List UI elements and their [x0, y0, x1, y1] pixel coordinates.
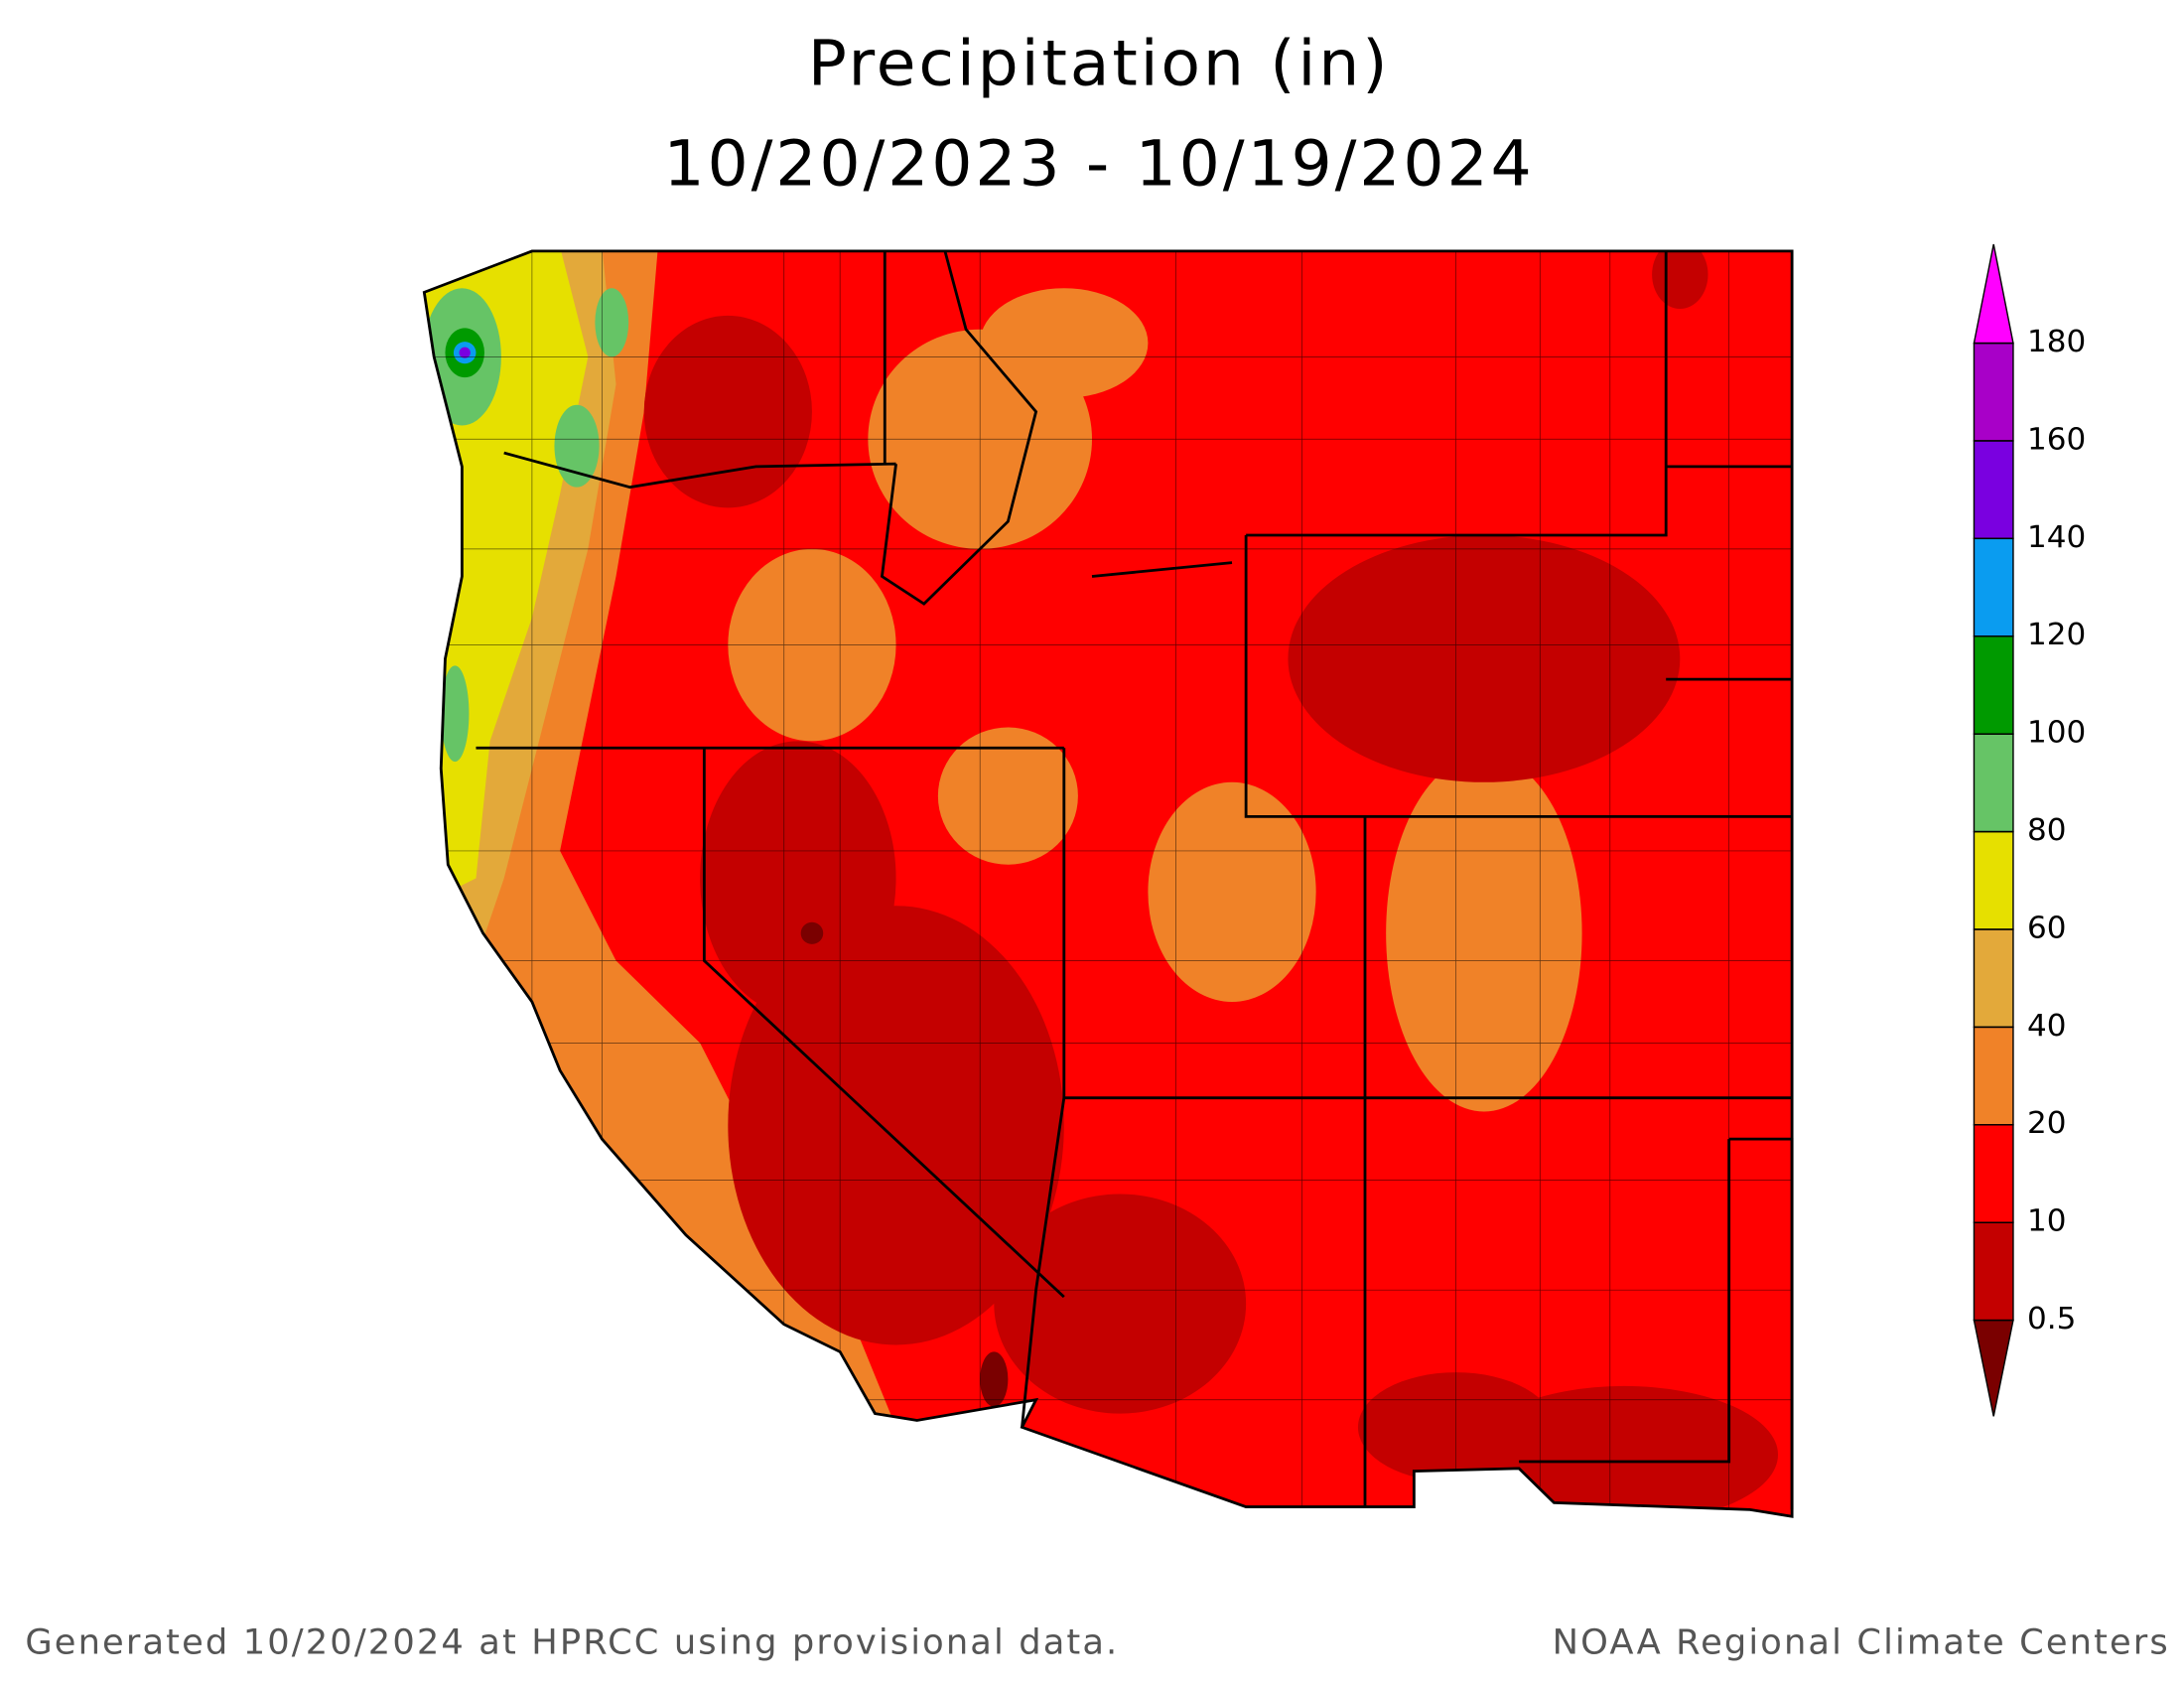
colorbar-label: 80	[2027, 812, 2066, 848]
colorbar-label: 10	[2027, 1203, 2066, 1239]
colorbar: 0.5 10 20 40 60 80 100 120 140 160 180	[1973, 243, 2086, 1417]
colorbar-label: 60	[2027, 911, 2066, 946]
footer-left: Generated 10/20/2024 at HPRCC using prov…	[25, 1623, 1119, 1663]
colorbar-bin	[1973, 342, 2014, 442]
colorbar-bin	[1973, 440, 2014, 540]
colorbar-bin	[1973, 635, 2014, 735]
colorbar-bin	[1973, 928, 2014, 1029]
colorbar-label: 0.5	[2027, 1301, 2076, 1336]
colorbar-arrow-low	[1973, 1319, 2014, 1417]
map	[422, 249, 1794, 1518]
footer-right: NOAA Regional Climate Centers	[1553, 1623, 2170, 1663]
colorbar-label: 20	[2027, 1105, 2066, 1141]
colorbar-bin	[1973, 733, 2014, 833]
colorbar-label: 100	[2027, 715, 2086, 751]
colorbar-label: 140	[2027, 519, 2086, 555]
colorbar-bin	[1973, 1221, 2014, 1322]
precip-field	[424, 250, 1793, 1517]
colorbar-label: 120	[2027, 617, 2086, 652]
county-lines	[424, 250, 1793, 1517]
state-lines	[422, 249, 1794, 1518]
map-title: Precipitation (in)	[808, 27, 1391, 100]
colorbar-bin	[1973, 537, 2014, 637]
colorbar-arrow-high	[1973, 243, 2014, 345]
colorbar-label: 180	[2027, 324, 2086, 359]
colorbar-bin	[1973, 1026, 2014, 1126]
colorbar-bin	[1973, 830, 2014, 930]
colorbar-label: 160	[2027, 422, 2086, 458]
colorbar-label: 40	[2027, 1008, 2066, 1044]
colorbar-bin	[1973, 1124, 2014, 1223]
map-subtitle: 10/20/2023 - 10/19/2024	[663, 127, 1534, 201]
